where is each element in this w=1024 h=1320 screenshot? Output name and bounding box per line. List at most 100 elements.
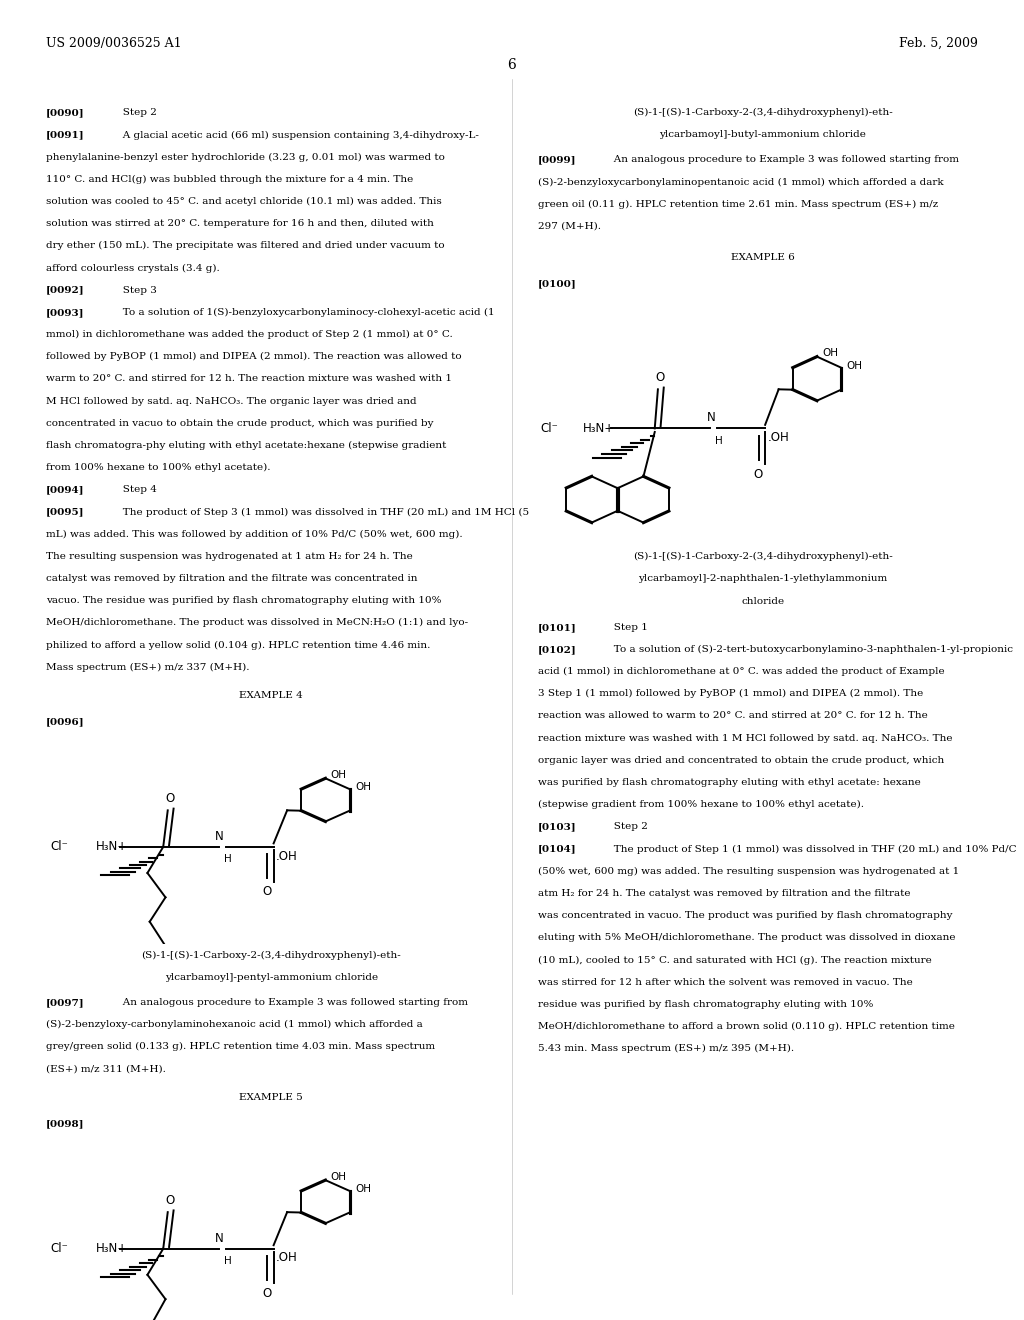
Text: EXAMPLE 5: EXAMPLE 5 bbox=[240, 1093, 303, 1102]
Text: OH: OH bbox=[847, 360, 862, 371]
Text: (stepwise gradient from 100% hexane to 100% ethyl acetate).: (stepwise gradient from 100% hexane to 1… bbox=[538, 800, 863, 809]
Text: O: O bbox=[165, 1193, 175, 1206]
Text: MeOH/dichloromethane. The product was dissolved in MeCN:H₂O (1:1) and lyo-: MeOH/dichloromethane. The product was di… bbox=[46, 618, 468, 627]
Text: ylcarbamoyl]-2-naphthalen-1-ylethylammonium: ylcarbamoyl]-2-naphthalen-1-ylethylammon… bbox=[638, 574, 888, 583]
Text: O: O bbox=[655, 371, 665, 384]
Text: (S)-2-benzyloxy-carbonylaminohexanoic acid (1 mmol) which afforded a: (S)-2-benzyloxy-carbonylaminohexanoic ac… bbox=[46, 1020, 423, 1030]
Text: MeOH/dichloromethane to afford a brown solid (0.110 g). HPLC retention time: MeOH/dichloromethane to afford a brown s… bbox=[538, 1022, 954, 1031]
Text: Step 2: Step 2 bbox=[604, 822, 648, 832]
Text: solution was cooled to 45° C. and acetyl chloride (10.1 ml) was added. This: solution was cooled to 45° C. and acetyl… bbox=[46, 197, 441, 206]
Text: reaction mixture was washed with 1 M HCl followed by satd. aq. NaHCO₃. The: reaction mixture was washed with 1 M HCl… bbox=[538, 734, 952, 743]
Text: warm to 20° C. and stirred for 12 h. The reaction mixture was washed with 1: warm to 20° C. and stirred for 12 h. The… bbox=[46, 375, 452, 383]
Text: philized to afford a yellow solid (0.104 g). HPLC retention time 4.46 min.: philized to afford a yellow solid (0.104… bbox=[46, 640, 430, 649]
Text: Step 1: Step 1 bbox=[604, 623, 648, 632]
Text: O: O bbox=[262, 1287, 271, 1300]
Text: flash chromatogra-phy eluting with ethyl acetate:hexane (stepwise gradient: flash chromatogra-phy eluting with ethyl… bbox=[46, 441, 446, 450]
Text: OH: OH bbox=[331, 1172, 347, 1181]
Text: [0102]: [0102] bbox=[538, 645, 577, 653]
Text: Step 3: Step 3 bbox=[113, 285, 157, 294]
Text: grey/green solid (0.133 g). HPLC retention time 4.03 min. Mass spectrum: grey/green solid (0.133 g). HPLC retenti… bbox=[46, 1043, 435, 1052]
Text: [0095]: [0095] bbox=[46, 507, 85, 516]
Text: To a solution of 1(S)-benzyloxycarbonylaminocy-clohexyl-acetic acid (1: To a solution of 1(S)-benzyloxycarbonyla… bbox=[113, 308, 495, 317]
Text: vacuo. The residue was purified by flash chromatography eluting with 10%: vacuo. The residue was purified by flash… bbox=[46, 597, 441, 605]
Text: mmol) in dichloromethane was added the product of Step 2 (1 mmol) at 0° C.: mmol) in dichloromethane was added the p… bbox=[46, 330, 453, 339]
Text: To a solution of (S)-2-tert-butoxycarbonylamino-3-naphthalen-1-yl-propionic: To a solution of (S)-2-tert-butoxycarbon… bbox=[604, 645, 1013, 655]
Text: .OH: .OH bbox=[767, 432, 790, 445]
Text: ylcarbamoyl]-pentyl-ammonium chloride: ylcarbamoyl]-pentyl-ammonium chloride bbox=[165, 973, 378, 982]
Text: [0101]: [0101] bbox=[538, 623, 577, 632]
Text: from 100% hexane to 100% ethyl acetate).: from 100% hexane to 100% ethyl acetate). bbox=[46, 463, 270, 473]
Text: .OH: .OH bbox=[275, 850, 298, 863]
Text: ylcarbamoyl]-butyl-ammonium chloride: ylcarbamoyl]-butyl-ammonium chloride bbox=[659, 131, 866, 140]
Text: O: O bbox=[165, 792, 175, 805]
Text: EXAMPLE 4: EXAMPLE 4 bbox=[240, 692, 303, 701]
Text: [0092]: [0092] bbox=[46, 285, 85, 294]
Text: A glacial acetic acid (66 ml) suspension containing 3,4-dihydroxy-L-: A glacial acetic acid (66 ml) suspension… bbox=[113, 131, 478, 140]
Text: (S)-1-[(S)-1-Carboxy-2-(3,4-dihydroxyphenyl)-eth-: (S)-1-[(S)-1-Carboxy-2-(3,4-dihydroxyphe… bbox=[633, 108, 893, 117]
Text: An analogous procedure to Example 3 was followed starting from: An analogous procedure to Example 3 was … bbox=[604, 156, 959, 164]
Text: [0100]: [0100] bbox=[538, 280, 577, 288]
Text: H₃N+: H₃N+ bbox=[583, 422, 614, 434]
Text: M HCl followed by satd. aq. NaHCO₃. The organic layer was dried and: M HCl followed by satd. aq. NaHCO₃. The … bbox=[46, 396, 417, 405]
Text: [0091]: [0091] bbox=[46, 131, 85, 140]
Text: Mass spectrum (ES+) m/z 337 (M+H).: Mass spectrum (ES+) m/z 337 (M+H). bbox=[46, 663, 250, 672]
Text: 6: 6 bbox=[508, 58, 516, 73]
Text: N: N bbox=[215, 1232, 224, 1245]
Text: Cl⁻: Cl⁻ bbox=[51, 841, 69, 854]
Text: Step 2: Step 2 bbox=[113, 108, 157, 117]
Text: chloride: chloride bbox=[741, 597, 784, 606]
Text: acid (1 mmol) in dichloromethane at 0° C. was added the product of Example: acid (1 mmol) in dichloromethane at 0° C… bbox=[538, 667, 944, 676]
Text: (10 mL), cooled to 15° C. and saturated with HCl (g). The reaction mixture: (10 mL), cooled to 15° C. and saturated … bbox=[538, 956, 932, 965]
Text: An analogous procedure to Example 3 was followed starting from: An analogous procedure to Example 3 was … bbox=[113, 998, 468, 1007]
Text: eluting with 5% MeOH/dichloromethane. The product was dissolved in dioxane: eluting with 5% MeOH/dichloromethane. Th… bbox=[538, 933, 955, 942]
Text: catalyst was removed by filtration and the filtrate was concentrated in: catalyst was removed by filtration and t… bbox=[46, 574, 418, 583]
Text: (S)-2-benzyloxycarbonylaminopentanoic acid (1 mmol) which afforded a dark: (S)-2-benzyloxycarbonylaminopentanoic ac… bbox=[538, 177, 943, 186]
Text: was stirred for 12 h after which the solvent was removed in vacuo. The: was stirred for 12 h after which the sol… bbox=[538, 978, 912, 986]
Text: [0093]: [0093] bbox=[46, 308, 85, 317]
Text: was purified by flash chromatography eluting with ethyl acetate: hexane: was purified by flash chromatography elu… bbox=[538, 777, 921, 787]
Text: (ES+) m/z 311 (M+H).: (ES+) m/z 311 (M+H). bbox=[46, 1064, 166, 1073]
Text: O: O bbox=[262, 886, 271, 898]
Text: H: H bbox=[224, 854, 231, 865]
Text: H: H bbox=[224, 1255, 231, 1266]
Text: organic layer was dried and concentrated to obtain the crude product, which: organic layer was dried and concentrated… bbox=[538, 756, 944, 764]
Text: followed by PyBOP (1 mmol) and DIPEA (2 mmol). The reaction was allowed to: followed by PyBOP (1 mmol) and DIPEA (2 … bbox=[46, 352, 462, 362]
Text: 297 (M+H).: 297 (M+H). bbox=[538, 222, 601, 231]
Text: OH: OH bbox=[822, 348, 839, 358]
Text: OH: OH bbox=[331, 770, 347, 780]
Text: OH: OH bbox=[355, 1184, 371, 1195]
Text: .OH: .OH bbox=[275, 1251, 298, 1265]
Text: was concentrated in vacuo. The product was purified by flash chromatography: was concentrated in vacuo. The product w… bbox=[538, 911, 952, 920]
Text: Cl⁻: Cl⁻ bbox=[51, 1242, 69, 1255]
Text: mL) was added. This was followed by addition of 10% Pd/C (50% wet, 600 mg).: mL) was added. This was followed by addi… bbox=[46, 529, 463, 539]
Text: atm H₂ for 24 h. The catalyst was removed by filtration and the filtrate: atm H₂ for 24 h. The catalyst was remove… bbox=[538, 888, 910, 898]
Text: dry ether (150 mL). The precipitate was filtered and dried under vacuum to: dry ether (150 mL). The precipitate was … bbox=[46, 242, 444, 251]
Text: [0090]: [0090] bbox=[46, 108, 85, 117]
Text: Step 4: Step 4 bbox=[113, 486, 157, 494]
Text: [0097]: [0097] bbox=[46, 998, 85, 1007]
Text: OH: OH bbox=[355, 783, 371, 792]
Text: phenylalanine-benzyl ester hydrochloride (3.23 g, 0.01 mol) was warmed to: phenylalanine-benzyl ester hydrochloride… bbox=[46, 153, 445, 162]
Text: (S)-1-[(S)-1-Carboxy-2-(3,4-dihydroxyphenyl)-eth-: (S)-1-[(S)-1-Carboxy-2-(3,4-dihydroxyphe… bbox=[141, 950, 401, 960]
Text: concentrated in vacuo to obtain the crude product, which was purified by: concentrated in vacuo to obtain the crud… bbox=[46, 418, 433, 428]
Text: [0104]: [0104] bbox=[538, 845, 577, 854]
Text: Feb. 5, 2009: Feb. 5, 2009 bbox=[899, 37, 978, 50]
Text: The resulting suspension was hydrogenated at 1 atm H₂ for 24 h. The: The resulting suspension was hydrogenate… bbox=[46, 552, 413, 561]
Text: The product of Step 1 (1 mmol) was dissolved in THF (20 mL) and 10% Pd/C: The product of Step 1 (1 mmol) was disso… bbox=[604, 845, 1017, 854]
Text: 5.43 min. Mass spectrum (ES+) m/z 395 (M+H).: 5.43 min. Mass spectrum (ES+) m/z 395 (M… bbox=[538, 1044, 794, 1053]
Text: 110° C. and HCl(g) was bubbled through the mixture for a 4 min. The: 110° C. and HCl(g) was bubbled through t… bbox=[46, 174, 414, 183]
Text: N: N bbox=[215, 830, 224, 842]
Text: green oil (0.11 g). HPLC retention time 2.61 min. Mass spectrum (ES+) m/z: green oil (0.11 g). HPLC retention time … bbox=[538, 199, 938, 209]
Text: residue was purified by flash chromatography eluting with 10%: residue was purified by flash chromatogr… bbox=[538, 999, 873, 1008]
Text: [0096]: [0096] bbox=[46, 718, 85, 726]
Text: EXAMPLE 6: EXAMPLE 6 bbox=[731, 253, 795, 263]
Text: [0099]: [0099] bbox=[538, 156, 577, 164]
Text: [0094]: [0094] bbox=[46, 486, 85, 494]
Text: O: O bbox=[754, 467, 763, 480]
Text: US 2009/0036525 A1: US 2009/0036525 A1 bbox=[46, 37, 181, 50]
Text: solution was stirred at 20° C. temperature for 16 h and then, diluted with: solution was stirred at 20° C. temperatu… bbox=[46, 219, 434, 228]
Text: reaction was allowed to warm to 20° C. and stirred at 20° C. for 12 h. The: reaction was allowed to warm to 20° C. a… bbox=[538, 711, 928, 721]
Text: afford colourless crystals (3.4 g).: afford colourless crystals (3.4 g). bbox=[46, 264, 220, 273]
Text: H: H bbox=[716, 436, 723, 446]
Text: Cl⁻: Cl⁻ bbox=[540, 422, 558, 434]
